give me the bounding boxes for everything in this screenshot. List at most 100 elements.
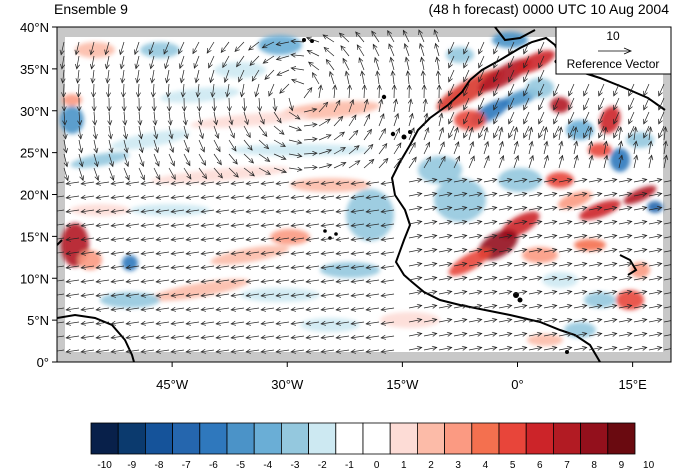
wind-arrow-head: [185, 222, 192, 228]
wind-arrow-head: [528, 140, 534, 147]
wind-arrow: [261, 251, 275, 255]
wind-arrow-head: [536, 261, 543, 267]
x-tick-label: 15°W: [386, 377, 419, 392]
wind-arrow: [228, 167, 239, 178]
wind-arrow-head: [598, 132, 603, 139]
wind-arrow: [171, 349, 185, 353]
wind-arrow-head: [181, 106, 187, 112]
wind-arrow: [498, 333, 512, 337]
wind-arrow-head: [521, 331, 528, 337]
wind-arrow-head: [154, 147, 159, 154]
wind-arrow-head: [110, 250, 117, 256]
wind-arrow-head: [521, 303, 528, 309]
wind-arrow: [268, 83, 275, 97]
wind-arrow-head: [538, 48, 543, 55]
wind-arrow: [126, 209, 140, 213]
wind-arrow-head: [211, 106, 217, 112]
wind-arrow: [81, 237, 95, 241]
wind-arrow: [628, 97, 635, 111]
wind-arrow: [153, 111, 156, 125]
wind-arrow-head: [463, 118, 468, 125]
wind-arrow: [648, 291, 662, 295]
wind-arrow: [381, 265, 395, 269]
wind-arrow: [336, 181, 350, 185]
wind-arrow-head: [461, 303, 468, 309]
wind-arrow-head: [553, 118, 558, 125]
wind-arrow-head: [410, 141, 416, 148]
wind-arrow-head: [397, 157, 403, 163]
wind-arrow: [483, 127, 488, 141]
wind-arrow: [613, 125, 620, 139]
wind-arrow-head: [461, 331, 468, 337]
wind-arrow-head: [365, 222, 372, 228]
wind-arrow: [220, 41, 230, 53]
wind-arrow: [618, 333, 632, 337]
wind-arrow: [171, 223, 185, 227]
wind-arrow-head: [581, 331, 588, 337]
wind-arrow-head: [536, 205, 543, 211]
wind-arrow: [438, 277, 452, 281]
wind-arrow: [438, 99, 441, 113]
wind-arrow: [201, 349, 215, 353]
anomaly-patch: [214, 62, 266, 78]
wind-arrow-head: [566, 303, 573, 309]
wind-arrow: [246, 279, 260, 283]
wind-arrow-head: [290, 334, 297, 340]
wind-arrow-head: [431, 247, 438, 253]
wind-arrow-head: [226, 106, 232, 112]
wind-arrow: [468, 235, 482, 239]
wind-arrow: [246, 321, 260, 325]
wind-arrow: [618, 235, 632, 239]
wind-arrow-head: [396, 142, 402, 148]
wind-arrow: [307, 49, 320, 57]
wind-arrow: [478, 97, 485, 111]
wind-arrow-head: [215, 306, 222, 312]
wind-arrow-head: [305, 348, 312, 354]
wind-arrow: [76, 55, 80, 69]
wind-arrow: [63, 167, 69, 181]
wind-arrow-head: [185, 320, 192, 326]
wind-arrow: [243, 125, 251, 138]
wind-arrow: [418, 29, 425, 43]
wind-arrow-head: [202, 173, 208, 180]
wind-arrow-head: [568, 90, 573, 97]
wind-arrow: [463, 55, 470, 69]
wind-arrow: [423, 127, 429, 141]
wind-arrow: [262, 55, 275, 64]
wind-arrow: [553, 97, 560, 111]
wind-arrow-head: [170, 348, 177, 354]
wind-arrow-head: [476, 247, 483, 253]
wind-arrow-head: [416, 303, 423, 309]
wind-arrow-head: [139, 161, 145, 167]
wind-arrow-head: [658, 132, 663, 139]
wind-arrow: [178, 41, 185, 54]
wind-arrow: [156, 321, 170, 325]
wind-arrow-head: [89, 49, 95, 56]
wind-arrow: [468, 193, 482, 197]
wind-arrow-head: [461, 275, 468, 281]
colorbar-label: 2: [428, 460, 434, 471]
wind-arrow: [633, 193, 647, 197]
wind-arrow: [538, 55, 545, 69]
wind-arrow-head: [470, 155, 475, 162]
wind-arrow-head: [506, 233, 513, 239]
wind-arrow-head: [185, 306, 192, 312]
wind-arrow: [408, 305, 422, 309]
wind-arrow: [513, 235, 527, 239]
wind-arrow-head: [626, 177, 633, 183]
island: [517, 297, 523, 303]
wind-arrow: [291, 209, 305, 213]
wind-arrow-head: [322, 101, 329, 108]
wind-arrow: [513, 193, 527, 197]
wind-arrow-head: [536, 317, 543, 323]
wind-arrow: [378, 143, 388, 155]
wind-arrow: [171, 237, 185, 241]
wind-arrow: [423, 249, 437, 253]
wind-arrow: [633, 235, 647, 239]
wind-arrow-head: [641, 303, 648, 309]
wind-arrow: [321, 321, 335, 325]
wind-arrow: [276, 69, 290, 76]
wind-arrow: [463, 83, 470, 97]
wind-arrow-head: [446, 233, 453, 239]
wind-arrow: [603, 207, 617, 211]
